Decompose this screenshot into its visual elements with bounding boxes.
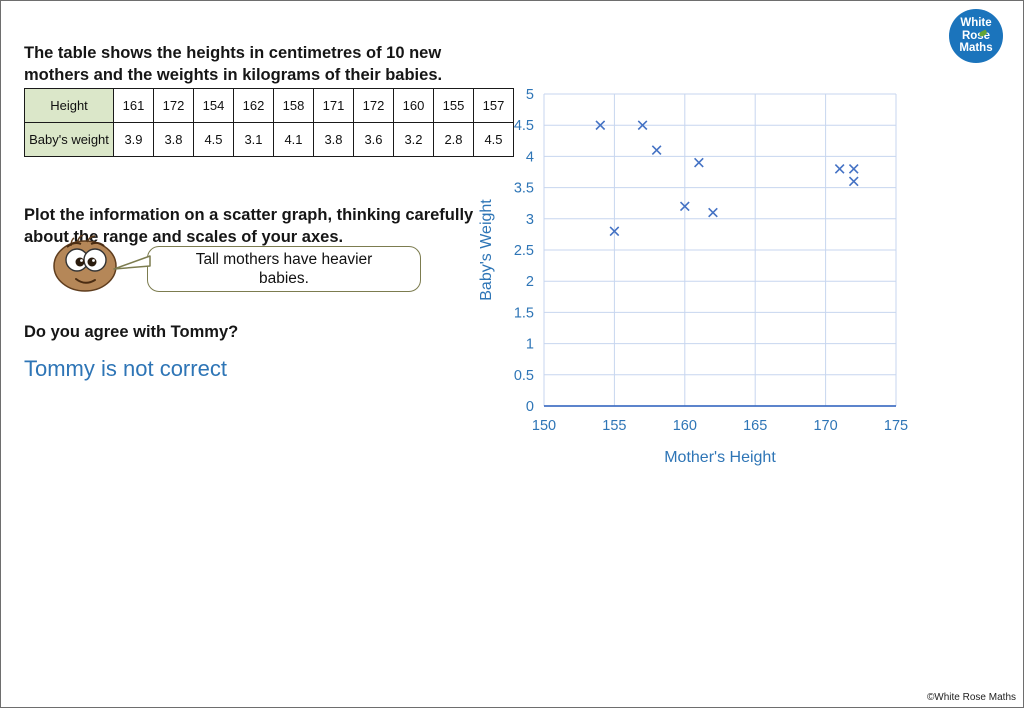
y-tick-label: 4.5 [514,118,534,134]
scatter-point [609,226,620,237]
y-axis-title: Baby's Weight [478,199,495,301]
table-cell: 2.8 [433,122,474,157]
table-cell: 155 [433,88,474,123]
table-cell: 4.1 [273,122,314,157]
x-tick-label: 165 [743,418,767,434]
plot-instruction-text: Plot the information on a scatter graph,… [24,205,474,246]
y-tick-label: 0 [526,399,534,415]
scatter-chart: 150 155 160 165 170 175 0 0.5 1 1.5 2 2.5 3 3.5 4 4.5 5 M… [471,79,931,479]
row-header-height: Height [24,88,114,123]
table-cell: 3.8 [153,122,194,157]
table-cell: 3.8 [313,122,354,157]
x-tick-label: 170 [813,418,837,434]
table-cell: 3.9 [113,122,154,157]
y-tick-label: 2.5 [514,243,534,259]
table-cell: 3.6 [353,122,394,157]
scatter-chart-svg: 150 155 160 165 170 175 0 0.5 1 1.5 2 2.5 3 3.5 4 4.5 5 M… [478,87,908,466]
scatter-point [848,176,859,187]
logo-line-1: White [960,17,992,30]
table-cell: 3.1 [233,122,274,157]
x-axis-title: Mother's Height [664,449,776,466]
speech-bubble: Tall mothers have heavier babies. [147,246,421,292]
scatter-point [708,207,718,218]
logo-line-3: Maths [959,42,993,55]
table-row-weights: Baby's weight 3.9 3.8 4.5 3.1 4.1 3.8 3.6 3.2 2.… [24,122,514,157]
table-cell: 172 [353,88,394,123]
table-cell: 154 [193,88,234,123]
x-tick-label: 175 [884,418,908,434]
table-cell: 4.5 [473,122,514,157]
white-rose-maths-logo: White Rose Maths [949,9,1003,63]
scatter-point [651,145,662,156]
x-tick-label: 155 [602,418,626,434]
table-cell: 4.5 [193,122,234,157]
speech-bubble-text: Tall mothers have heavier babies. [195,251,373,287]
table-cell: 161 [113,88,154,123]
scatter-point [637,120,648,131]
y-tick-label: 1 [526,337,534,353]
table-cell: 158 [273,88,314,123]
y-tick-label: 2 [526,274,534,290]
answer-text: Tommy is not correct [24,356,227,381]
table-row-heights: Height 161 172 154 162 158 171 172 160 155 157 [24,88,514,123]
table-cell: 162 [233,88,274,123]
y-tick-label: 0.5 [514,368,534,384]
y-tick-label: 1.5 [514,305,534,321]
row-header-baby-weight: Baby's weight [24,122,114,157]
speech-pointer [113,255,151,270]
table-cell: 172 [153,88,194,123]
data-table: Height 161 172 154 162 158 171 172 160 155 157 Ba… [24,88,514,157]
table-cell: 171 [313,88,354,123]
x-tick-label: 150 [532,418,556,434]
y-tick-label: 3 [526,212,534,228]
table-cell: 157 [473,88,514,123]
scatter-point [848,164,859,174]
tommy-eyebrows [66,241,105,248]
tommy-mouth [75,278,96,284]
x-tick-label: 160 [673,418,697,434]
table-cell: 3.2 [393,122,434,157]
scatter-point [679,201,690,212]
y-tick-label: 4 [526,149,534,165]
table-cell: 160 [393,88,434,123]
copyright-text: ©White Rose Maths [926,692,1016,703]
scatter-point [595,120,606,131]
y-tick-label: 3.5 [514,181,534,197]
tommy-avatar [53,235,117,292]
intro-text: The table shows the heights in centimetr… [24,43,443,84]
y-tick-label: 5 [526,87,534,103]
scatter-point [694,157,704,168]
scatter-point [834,164,845,174]
question-text: Do you agree with Tommy? [24,322,239,341]
